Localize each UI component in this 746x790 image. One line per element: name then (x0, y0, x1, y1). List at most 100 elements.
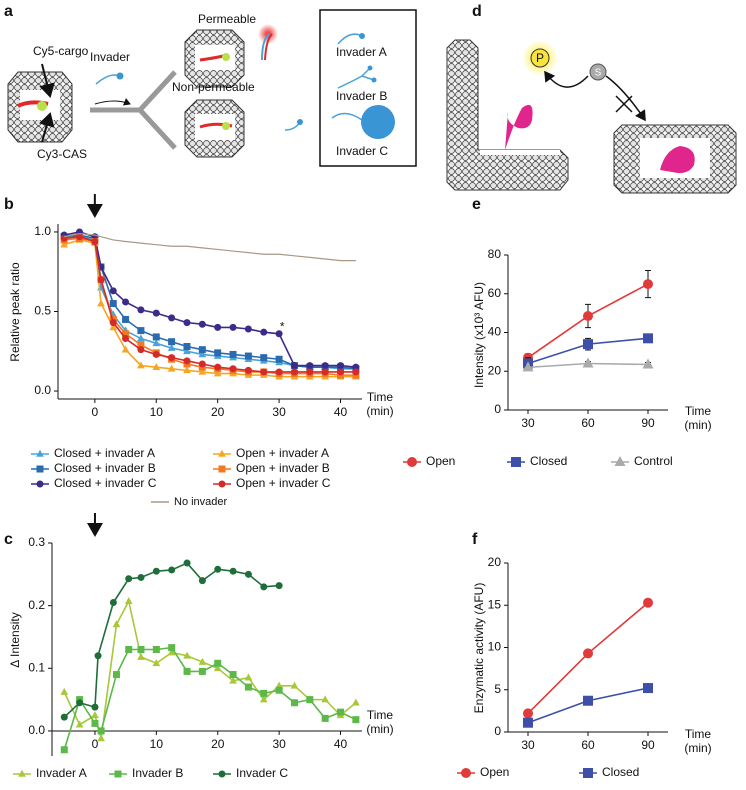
point (244, 570, 252, 578)
point (125, 646, 133, 653)
x-axis-label: Time (367, 708, 394, 722)
point (583, 695, 593, 706)
label: S (595, 68, 602, 79)
point (213, 369, 222, 377)
point (97, 276, 105, 284)
point (137, 573, 145, 581)
point (229, 323, 237, 331)
point (321, 695, 330, 703)
legend-label: No invader (174, 496, 228, 508)
point (75, 233, 83, 241)
point (321, 362, 329, 370)
icon (331, 112, 363, 121)
point (122, 298, 130, 306)
point (183, 343, 191, 350)
point (137, 306, 145, 314)
legend-marker (218, 480, 226, 488)
y-tick-label: 0.5 (34, 304, 51, 318)
label: P (536, 51, 544, 65)
y-axis-label: Enzymatic activity (AFU) (472, 583, 486, 714)
point (214, 349, 222, 357)
legend-label: Open (480, 765, 509, 779)
point (183, 559, 191, 567)
point (91, 238, 99, 245)
icon (367, 65, 373, 71)
x-tick-label: 90 (641, 416, 655, 430)
enzyme (505, 104, 533, 150)
point (91, 719, 99, 727)
legend-marker (114, 770, 122, 778)
panel-label: e (472, 196, 481, 213)
legend-label: Closed + invader B (54, 461, 156, 475)
label: Cy5-cargo (33, 44, 89, 58)
point (337, 708, 345, 716)
y-tick-label: 1.0 (34, 224, 51, 238)
annotation: * (280, 320, 285, 334)
point (306, 362, 314, 370)
point (183, 366, 191, 374)
point (643, 333, 653, 344)
point (352, 698, 360, 706)
point (522, 361, 534, 372)
point (523, 717, 533, 728)
point (352, 368, 360, 376)
legend-label: Open + invader B (236, 461, 330, 475)
point (167, 343, 176, 351)
point (97, 299, 105, 307)
point (583, 311, 593, 322)
x-tick-label: 10 (150, 405, 164, 419)
point (137, 346, 145, 354)
legend-marker (18, 769, 26, 777)
panel-label: a (4, 3, 13, 20)
point (214, 323, 222, 331)
arrow (39, 63, 55, 98)
point (260, 583, 268, 591)
series-line (63, 562, 280, 718)
x-tick-label: 30 (272, 737, 286, 751)
substrate (589, 63, 607, 81)
point (91, 711, 99, 719)
x-axis-label: (min) (366, 722, 393, 736)
point (321, 368, 329, 376)
icon (361, 105, 395, 139)
legend-marker (218, 449, 226, 457)
x-tick-label: 60 (581, 416, 595, 430)
x-axis-label: (min) (684, 741, 711, 755)
point (167, 364, 176, 372)
arrow (94, 98, 131, 106)
point (137, 341, 145, 349)
legend-marker (36, 465, 44, 473)
point (152, 567, 160, 575)
point (60, 687, 69, 695)
y-tick-label: 5 (494, 682, 501, 696)
enzyme (660, 146, 695, 174)
point (642, 358, 654, 369)
diagram-a: Cy5-cargo Cy3-CAS Invader Permeable Non-… (7, 9, 417, 167)
x-tick-label: 0 (92, 405, 99, 419)
point (152, 362, 161, 370)
panel-label: f (472, 531, 478, 548)
product (530, 48, 550, 68)
point (152, 339, 161, 347)
point (229, 350, 237, 358)
series-line (64, 232, 356, 262)
series-line (63, 239, 356, 378)
point (643, 597, 653, 608)
x-axis-label: (min) (684, 418, 711, 432)
point (214, 363, 222, 371)
point (214, 659, 222, 667)
icon (371, 77, 377, 83)
point (183, 347, 191, 355)
legend-box (319, 9, 417, 167)
point (214, 565, 222, 573)
point (109, 599, 117, 607)
x-tick-label: 30 (521, 738, 535, 752)
point (198, 346, 206, 354)
point (523, 708, 533, 719)
x-axis-label: (min) (366, 404, 393, 418)
cas (222, 122, 230, 130)
legend-label: Closed (602, 765, 639, 779)
x-tick-label: 30 (272, 405, 286, 419)
point (137, 327, 145, 335)
point (229, 365, 237, 373)
